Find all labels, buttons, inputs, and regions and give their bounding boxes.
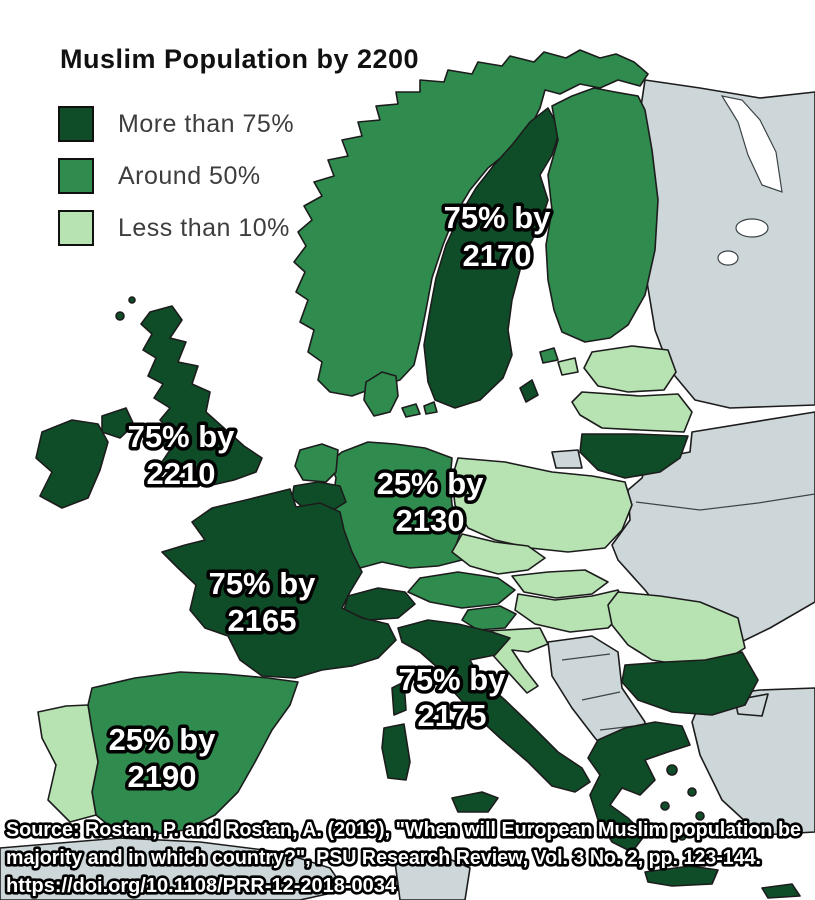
legend-label-less-than-10: Less than 10% (118, 213, 290, 242)
source-line3: https://doi.org/10.1108/PRR-12-2018-0034 (6, 875, 397, 897)
legend-swatch-around-50 (58, 158, 94, 194)
annotation-sweden-line2: 2170 (463, 238, 532, 273)
annotation-france: 75% by 2165 (205, 563, 320, 642)
country-portugal (37, 704, 99, 823)
annotation-sweden: 75% by 2170 (440, 197, 555, 277)
lake-onega (717, 250, 739, 266)
annotation-uk-line1: 75% by (128, 419, 236, 454)
country-latvia (571, 391, 693, 433)
legend-label-around-50: Around 50% (118, 161, 261, 190)
region-north-africa (0, 837, 346, 900)
balkans-border-2 (581, 691, 621, 701)
legend-item-around-50: Around 50% (58, 158, 294, 194)
island-hebrides-1 (115, 311, 125, 321)
country-norway (293, 49, 649, 397)
country-czechia (451, 533, 546, 575)
country-lithuania (579, 433, 689, 479)
annotation-france-line1: 75% by (209, 566, 317, 601)
country-finland (545, 87, 659, 343)
island-aland (539, 347, 559, 364)
country-sweden (423, 107, 561, 409)
country-france (161, 488, 397, 679)
island-crete (644, 865, 719, 887)
annotation-italy-line1: 75% by (399, 662, 507, 697)
annotation-italy-line2: 2175 (418, 698, 487, 733)
source-line1: Source: Rostan, P. and Rostan, A. (2019)… (6, 819, 801, 841)
annotation-sweden-line1: 75% by (444, 200, 552, 235)
country-estonia (583, 345, 677, 393)
legend-item-more-than-75: More than 75% (58, 106, 294, 142)
island-funen (423, 401, 438, 415)
region-northern-ireland (101, 407, 135, 439)
legend-swatch-more-than-75 (58, 106, 94, 142)
region-tunisia (394, 854, 471, 900)
annotation-germany: 25% by 2130 (373, 463, 488, 542)
page-title: Muslim Population by 2200 (60, 44, 420, 74)
country-italy (397, 619, 591, 793)
annotation-spain-line2: 2190 (128, 759, 197, 794)
legend-item-less-than-10: Less than 10% (58, 210, 294, 246)
greek-island-5 (677, 831, 687, 841)
greek-island-3 (660, 801, 670, 811)
annotation-germany-line2: 2130 (396, 503, 465, 538)
lake-ladoga (735, 218, 769, 238)
island-sicily (451, 791, 499, 813)
island-corsica (391, 681, 407, 716)
legend-swatch-less-than-10 (58, 210, 94, 246)
annotation-uk: 75% by 2210 (124, 416, 239, 495)
annotation-italy: 75% by 2175 (395, 659, 510, 737)
island-cyprus (761, 883, 801, 899)
country-ireland (35, 419, 109, 509)
greek-island-2 (687, 787, 697, 797)
annotation-germany-line1: 25% by (377, 466, 485, 501)
annotation-france-line2: 2165 (228, 603, 297, 638)
island-hebrides-2 (128, 296, 136, 304)
island-gotland (519, 379, 539, 403)
country-uk (140, 305, 263, 487)
country-bulgaria (621, 651, 759, 716)
island-saaremaa (557, 357, 579, 376)
source-citation: Source: Rostan, P. and Rostan, A. (2019)… (3, 816, 803, 899)
balkans-border-1 (561, 653, 611, 661)
island-zealand (401, 403, 421, 418)
country-kaliningrad (551, 449, 583, 469)
country-poland (451, 457, 633, 553)
country-slovakia (511, 569, 609, 599)
source-line2: majority and in which country?", PSU Res… (6, 847, 761, 869)
belarus-ukraine-border (635, 493, 815, 511)
country-slovenia (461, 605, 517, 631)
annotation-spain: 25% by 2190 (105, 719, 220, 798)
legend: More than 75% Around 50% Less than 10% (58, 106, 294, 246)
greek-island-1 (666, 764, 678, 776)
annotation-spain-line1: 25% by (109, 722, 217, 757)
island-sardinia (381, 723, 411, 781)
greek-island-4 (695, 811, 705, 821)
country-netherlands (294, 443, 339, 483)
country-denmark (363, 371, 399, 417)
annotation-uk-line2: 2210 (147, 456, 216, 491)
country-turkey (691, 687, 815, 836)
legend-label-more-than-75: More than 75% (118, 109, 295, 138)
white-sea-inlet (720, 95, 783, 193)
country-austria (407, 571, 516, 609)
country-greece (587, 721, 691, 853)
